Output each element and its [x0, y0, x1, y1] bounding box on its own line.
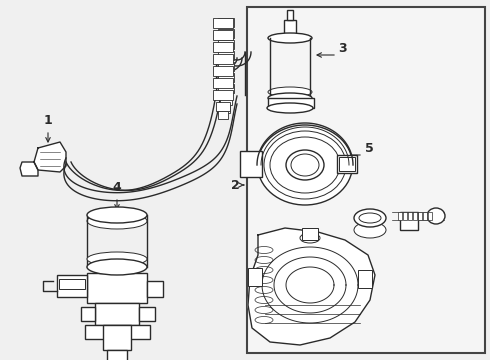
Bar [413, 212, 417, 220]
Bar [213, 54, 233, 64]
Ellipse shape [427, 208, 445, 224]
Bar [339, 157, 355, 171]
Bar [218, 73, 234, 82]
Bar [218, 51, 234, 60]
Bar [103, 325, 131, 350]
Bar [268, 98, 314, 108]
Polygon shape [34, 142, 66, 172]
Ellipse shape [87, 252, 147, 266]
Bar [247, 7, 485, 353]
Polygon shape [248, 228, 375, 345]
Bar [213, 78, 233, 88]
Ellipse shape [270, 137, 340, 193]
Bar [213, 66, 233, 76]
Bar [337, 155, 357, 173]
Bar [87, 273, 147, 303]
Ellipse shape [354, 209, 386, 227]
Ellipse shape [268, 93, 312, 103]
Ellipse shape [268, 87, 312, 97]
Bar [147, 281, 163, 297]
Text: 5: 5 [365, 141, 374, 154]
Ellipse shape [87, 259, 147, 275]
Text: 3: 3 [338, 41, 346, 54]
Bar [59, 279, 85, 289]
Bar [284, 20, 296, 38]
Bar [428, 212, 432, 220]
Ellipse shape [300, 233, 320, 243]
Bar [220, 95, 232, 105]
Ellipse shape [268, 33, 312, 43]
Ellipse shape [264, 131, 346, 199]
Bar [213, 42, 233, 52]
Text: 1: 1 [44, 114, 52, 127]
Bar [408, 212, 412, 220]
Bar [81, 307, 95, 321]
Bar [218, 29, 234, 38]
Bar [218, 62, 234, 71]
Bar [57, 275, 87, 297]
Bar [418, 212, 422, 220]
Text: 2: 2 [231, 179, 240, 192]
Bar [400, 212, 418, 230]
Ellipse shape [291, 154, 319, 176]
Ellipse shape [267, 103, 313, 113]
Bar [358, 270, 372, 288]
Ellipse shape [258, 125, 352, 205]
Ellipse shape [354, 222, 386, 238]
Bar [213, 90, 233, 100]
Bar [218, 40, 234, 49]
Bar [85, 325, 150, 339]
Text: 4: 4 [113, 181, 122, 194]
Bar [107, 350, 127, 360]
Bar [423, 212, 427, 220]
Bar [398, 212, 402, 220]
Ellipse shape [286, 150, 324, 180]
Bar [248, 268, 262, 286]
Bar [213, 30, 233, 40]
Bar [213, 18, 233, 28]
Bar [218, 111, 228, 119]
Bar [403, 212, 407, 220]
Bar [218, 84, 234, 93]
Bar [218, 18, 234, 27]
Polygon shape [20, 162, 38, 176]
Bar [95, 303, 139, 325]
Ellipse shape [359, 213, 381, 223]
Bar [139, 307, 155, 321]
Bar [287, 10, 293, 20]
Bar [222, 105, 230, 113]
Bar [216, 102, 230, 111]
Ellipse shape [87, 207, 147, 223]
Bar [302, 228, 318, 240]
Bar [240, 151, 262, 177]
Ellipse shape [87, 213, 147, 229]
